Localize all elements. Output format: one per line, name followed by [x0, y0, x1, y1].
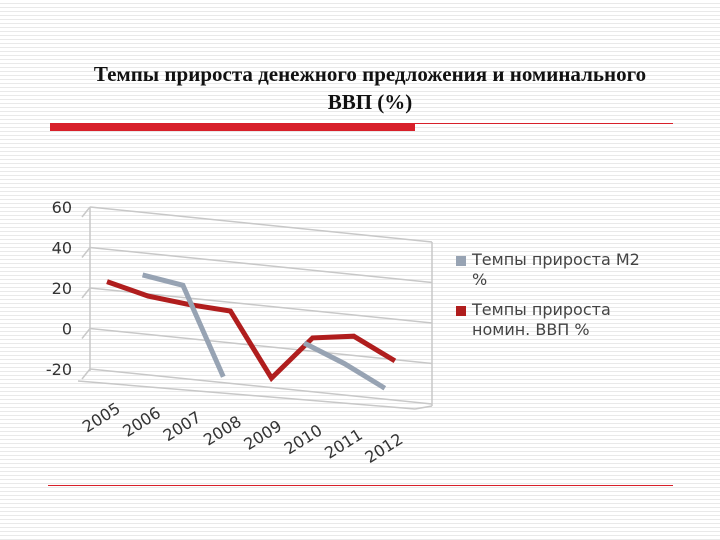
- gridline-side: [81, 206, 91, 218]
- chart-legend: Темпы прироста М2 % Темпы прироста номин. В…: [456, 250, 640, 339]
- gridline-side: [81, 247, 91, 258]
- title-rule: [415, 123, 673, 124]
- floor-right-edge: [414, 405, 433, 410]
- series-line-m2: [141, 272, 387, 391]
- legend-label-line: %: [472, 270, 487, 289]
- x-tick-label: 2005: [79, 399, 124, 437]
- slide-title-line-2: ВВП (%): [327, 90, 413, 114]
- chart-axis-frame: [77, 207, 433, 410]
- gridline: [89, 206, 433, 243]
- slide-title: Темпы прироста денежного предложения и н…: [40, 60, 700, 116]
- series-line-gdp: [106, 279, 397, 383]
- y-tick-label: 40: [52, 239, 72, 258]
- chart-series: [106, 272, 397, 391]
- x-tick-label: 2006: [119, 403, 164, 441]
- y-tick-label: 60: [52, 198, 72, 217]
- y-tick-label: 20: [52, 279, 72, 298]
- x-tick-label: 2007: [160, 407, 205, 445]
- gridline: [89, 327, 433, 365]
- x-tick-label: 2008: [200, 412, 245, 450]
- x-tick-label: 2010: [281, 421, 326, 459]
- gridline: [89, 246, 433, 284]
- legend-swatch: [456, 306, 466, 316]
- legend-label-line: номин. ВВП %: [472, 320, 590, 339]
- gridline-side: [81, 287, 91, 299]
- chart-gridlines: [81, 206, 433, 405]
- legend-label-line: Темпы прироста: [471, 300, 611, 319]
- gridline-side: [81, 328, 91, 339]
- x-tick-label: 2011: [321, 425, 366, 463]
- legend-label: Темпы прироста номин. ВВП %: [471, 300, 611, 339]
- gridline-side: [81, 368, 91, 380]
- slide-title-line-1: Темпы прироста денежного предложения и н…: [93, 62, 647, 86]
- title-accent-bar: [50, 123, 415, 131]
- y-axis-ticks: -20 0 20 40 60: [46, 198, 72, 379]
- gridline: [89, 368, 433, 405]
- legend-label-line: Темпы прироста М2: [471, 250, 640, 269]
- x-tick-label: 2009: [240, 416, 285, 454]
- legend-label: Темпы прироста М2%: [471, 250, 640, 289]
- y-tick-label: -20: [46, 360, 72, 379]
- legend-swatch: [456, 256, 466, 266]
- floor-front-edge: [77, 380, 416, 410]
- footer-rule: [48, 485, 673, 486]
- y-tick-label: 0: [62, 320, 72, 339]
- x-tick-label: 2012: [362, 429, 407, 467]
